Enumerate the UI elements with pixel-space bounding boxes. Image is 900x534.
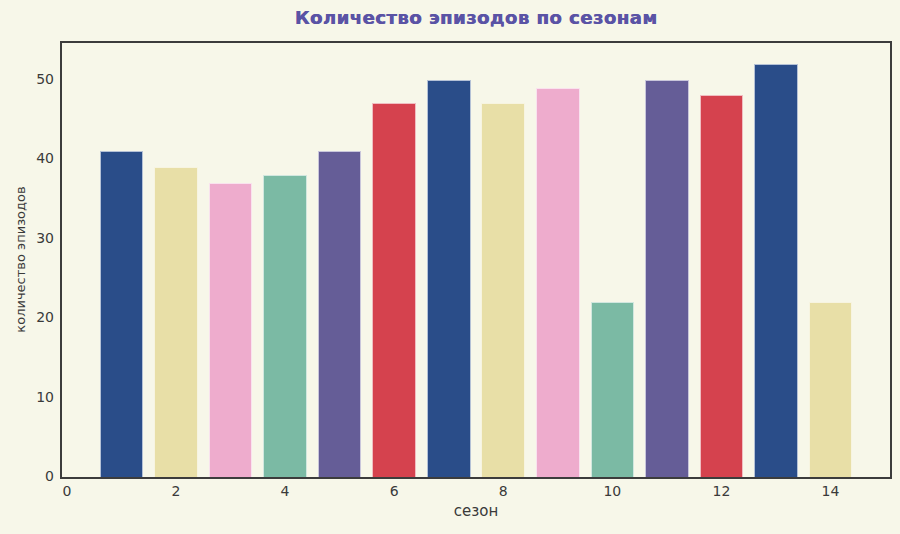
x-tick-12: 12 — [691, 483, 751, 499]
bar-season-5 — [318, 151, 362, 477]
bar-season-13 — [754, 64, 798, 477]
bar-season-10 — [591, 302, 635, 477]
x-tick-14: 14 — [801, 483, 861, 499]
bar-season-6 — [372, 103, 416, 477]
y-tick-40: 40 — [4, 150, 54, 166]
bar-season-8 — [481, 103, 525, 477]
bar-chart-figure: Количество эпизодов по сезонам количеств… — [0, 0, 900, 534]
plot-area — [60, 41, 892, 479]
x-tick-8: 8 — [473, 483, 533, 499]
bar-season-7 — [427, 80, 471, 477]
bar-season-11 — [645, 80, 689, 477]
y-tick-30: 30 — [4, 230, 54, 246]
bar-season-3 — [209, 183, 253, 477]
y-tick-20: 20 — [4, 309, 54, 325]
bar-season-1 — [100, 151, 144, 477]
x-tick-10: 10 — [582, 483, 642, 499]
y-tick-0: 0 — [4, 468, 54, 484]
y-tick-50: 50 — [4, 71, 54, 87]
bar-season-4 — [263, 175, 307, 477]
x-tick-4: 4 — [255, 483, 315, 499]
bar-season-14 — [809, 302, 853, 477]
bar-season-2 — [154, 167, 198, 477]
bar-season-9 — [536, 88, 580, 477]
x-tick-2: 2 — [146, 483, 206, 499]
chart-title: Количество эпизодов по сезонам — [62, 7, 890, 28]
y-tick-10: 10 — [4, 389, 54, 405]
x-tick-0: 0 — [37, 483, 97, 499]
x-tick-6: 6 — [364, 483, 424, 499]
bar-season-12 — [700, 95, 744, 477]
x-axis-label: сезон — [62, 502, 890, 520]
